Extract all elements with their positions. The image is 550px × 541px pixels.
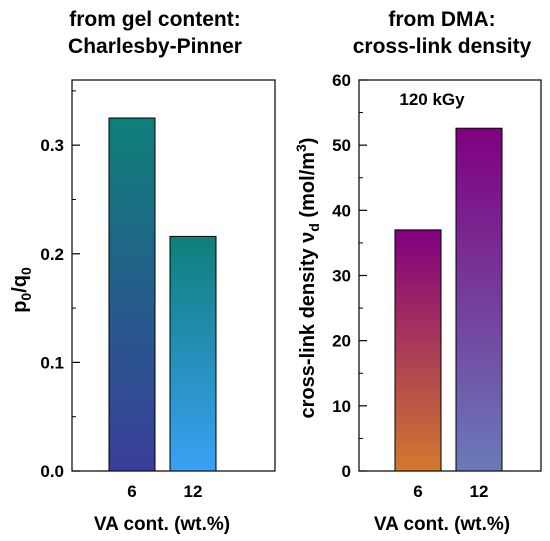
- right-y-axis-label: cross-link density νd (mol/m3): [293, 138, 322, 419]
- right-y-tick-label: 10: [332, 397, 351, 416]
- right-x-axis-label: VA cont. (wt.%): [374, 514, 510, 535]
- left-x-tick-label: 12: [184, 482, 203, 501]
- right-bar-12: [455, 127, 503, 472]
- right-x-tick-label: 12: [470, 482, 489, 501]
- right-x-tick-label: 6: [413, 482, 422, 501]
- left-y-tick-label: 0.1: [40, 353, 64, 372]
- left-chart-title-line2: Charlesby-Pinner: [68, 35, 242, 58]
- left-y-tick-label: 0.3: [40, 136, 64, 155]
- right-chart: from DMA: cross-link density 120 kGy 0 10…: [293, 8, 542, 535]
- left-x-axis-label: VA cont. (wt.%): [94, 514, 230, 535]
- right-y-tick-label: 50: [332, 136, 351, 155]
- left-bar-12: [169, 235, 217, 472]
- right-y-tick-label: 20: [332, 332, 351, 351]
- right-y-tick-label: 30: [332, 267, 351, 286]
- left-chart: from gel content: Charlesby-Pinner 0.0 0.…: [9, 8, 276, 535]
- right-chart-title-line1: from DMA:: [388, 8, 495, 31]
- right-y-tick-label: 60: [332, 71, 351, 90]
- right-y-tick-label: 0: [342, 462, 351, 481]
- right-plot-frame: [358, 79, 542, 472]
- left-y-tick-label: 0.2: [40, 245, 64, 264]
- left-y-axis-label: p0/q0: [9, 267, 34, 313]
- left-chart-title-line1: from gel content:: [69, 8, 241, 31]
- right-bar-6: [394, 229, 442, 472]
- right-y-tick-label: 40: [332, 201, 351, 220]
- dose-annotation: 120 kGy: [399, 90, 465, 109]
- left-x-tick-label: 6: [127, 482, 136, 501]
- left-y-tick-label: 0.0: [40, 462, 64, 481]
- right-chart-title-line2: cross-link density: [353, 35, 532, 58]
- left-bar-6: [108, 117, 156, 472]
